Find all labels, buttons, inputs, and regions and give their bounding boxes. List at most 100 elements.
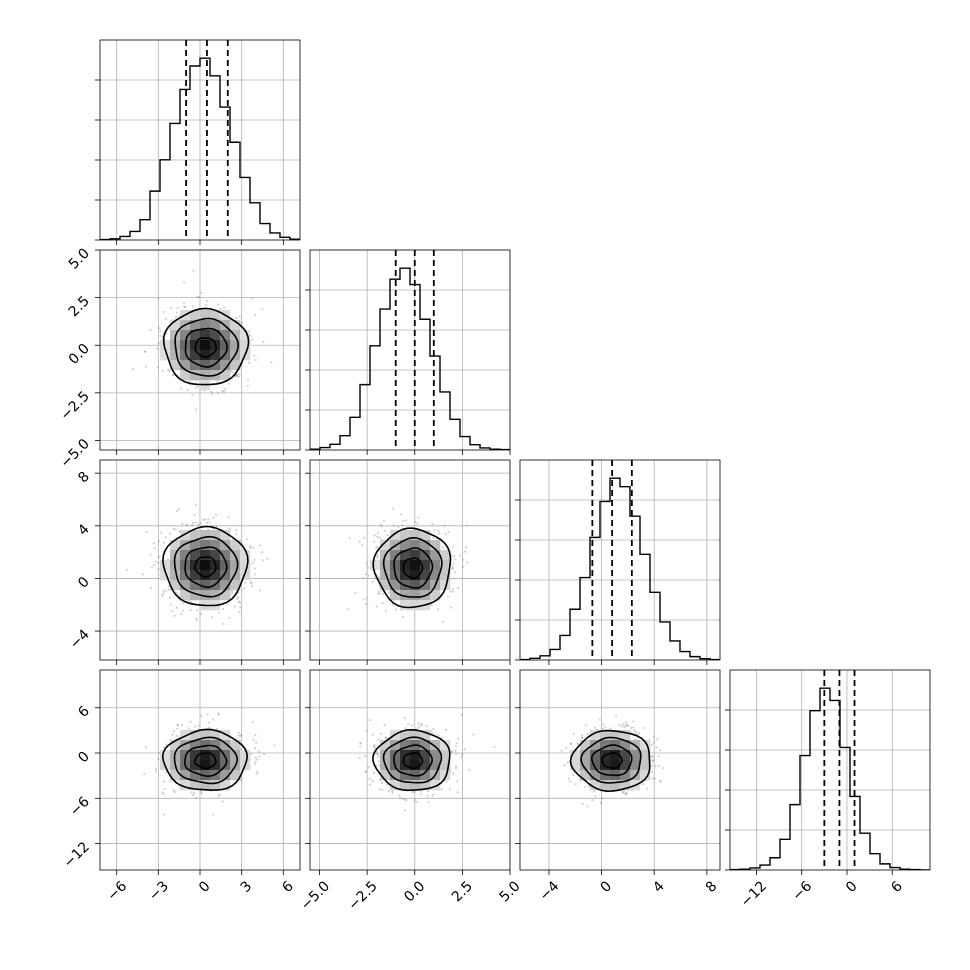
sample-point [234,533,238,536]
sample-point [227,382,230,385]
sample-point [457,586,460,589]
density-bin [200,350,211,361]
density-bin [420,530,431,541]
sample-point [451,545,455,548]
sample-point [661,766,664,770]
sample-point [402,519,405,523]
density-bin [180,530,191,541]
sample-point [368,783,371,786]
sample-point [194,617,197,620]
density-bin [200,560,211,571]
sample-point [463,748,466,751]
sample-point [228,616,231,619]
sample-point [394,608,397,611]
sample-point [397,525,400,528]
sample-point [207,518,210,521]
sample-point [404,798,407,801]
sample-point [167,588,171,591]
sample-point [164,536,167,539]
density-bin [190,740,201,751]
density-bin [240,330,251,341]
sample-point [459,554,462,557]
density-bin [170,360,181,371]
density-bin [160,340,171,351]
sample-point [247,379,250,382]
density-bin [190,730,201,741]
sample-point [157,561,160,564]
sample-point [176,724,180,727]
sample-point [185,523,188,526]
sample-point [240,321,243,324]
density-bin [380,540,391,551]
density-bin [190,590,201,601]
density-bin [190,780,201,791]
sample-point [256,770,259,773]
sample-point [404,727,407,730]
sample-point [592,790,595,793]
density-bin [400,740,411,751]
density-bin [400,590,411,601]
density-bin [200,310,211,321]
sample-point [651,755,654,758]
density-bin [240,550,251,561]
x-tick-label: 3 [238,878,256,896]
sample-point [193,513,196,517]
density-bin [420,730,431,741]
sample-point [386,534,389,537]
density-bin [190,550,201,561]
density-bin [180,730,191,741]
density-bin [200,340,211,351]
sample-point [659,780,663,783]
sample-point [433,529,436,532]
sample-point [367,574,370,577]
density-bin [200,540,211,551]
sample-point [175,591,178,595]
density-bin [200,760,211,771]
sample-point [359,742,362,745]
y-tick-label: 2.5 [66,293,93,320]
density-bin [190,530,201,541]
sample-point [157,297,160,300]
density-bin [610,730,621,741]
density-bin [180,370,191,381]
sample-point [651,759,655,762]
sample-point [381,601,384,605]
sample-point [418,725,421,729]
density-bin [400,770,411,781]
sample-point [194,503,198,506]
density-bin [390,770,401,781]
sample-point [453,555,456,558]
sample-point [645,787,649,790]
x-tick-label: 0 [843,878,861,896]
density-bin [230,560,241,571]
sample-point [211,392,214,395]
density-bin [430,760,441,771]
density-bin [620,780,631,791]
sample-point [421,723,424,727]
x-tick-label: 0.0 [401,878,428,905]
density-bin [380,570,391,581]
sample-point [237,731,241,734]
density-bin [180,550,191,561]
sample-point [377,575,380,578]
sample-point [221,390,224,393]
sample-point [232,371,235,374]
sample-point [449,590,452,593]
density-bin [380,770,391,781]
sample-point [237,375,240,378]
sample-point [208,521,211,524]
sample-point [472,733,475,736]
sample-point [273,744,276,747]
sample-point [156,347,159,350]
sample-point [206,713,209,716]
sample-point [371,581,374,584]
density-bin [380,740,391,751]
sample-point [630,726,633,729]
sample-point [650,743,653,747]
sample-point [493,745,496,748]
sample-point [172,527,175,531]
sample-point [158,327,161,330]
sample-point [461,566,465,569]
sample-point [161,791,164,794]
density-bin [180,770,191,781]
